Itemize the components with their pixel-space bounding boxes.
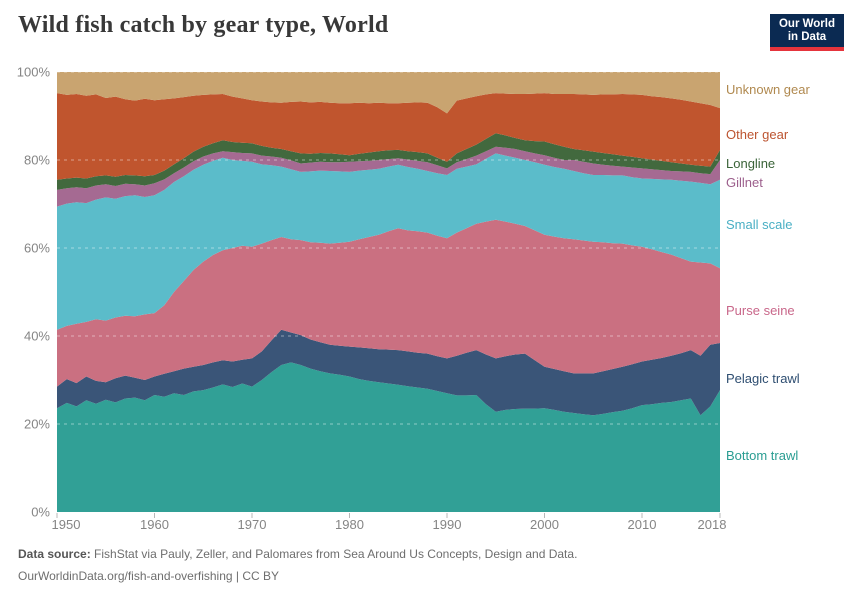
owid-logo-line2: in Data xyxy=(787,30,827,43)
y-axis-label-100: 100% xyxy=(17,65,51,80)
area-band-gillnet[interactable] xyxy=(57,146,720,207)
data-source-line: Data source: FishStat via Pauly, Zeller,… xyxy=(18,543,577,565)
y-axis-label-40: 40% xyxy=(24,329,50,344)
y-axis-label-20: 20% xyxy=(24,417,50,432)
legend-label-longline[interactable]: Longline xyxy=(726,156,776,171)
legend-label-other-gear[interactable]: Other gear xyxy=(726,127,789,142)
owid-logo[interactable]: Our World in Data xyxy=(770,14,844,51)
x-axis-label-1980: 1980 xyxy=(335,517,364,532)
chart-footer: Data source: FishStat via Pauly, Zeller,… xyxy=(18,543,577,587)
legend-label-purse-seine[interactable]: Purse seine xyxy=(726,303,795,318)
data-source-label: Data source: xyxy=(18,547,91,561)
chart-title: Wild fish catch by gear type, World xyxy=(18,12,389,38)
y-axis-label-60: 60% xyxy=(24,241,50,256)
data-source-text: FishStat via Pauly, Zeller, and Palomare… xyxy=(94,547,578,561)
area-band-other-gear[interactable] xyxy=(57,93,720,180)
area-band-bottom-trawl[interactable] xyxy=(57,362,720,512)
x-axis-label-1950: 1950 xyxy=(52,517,81,532)
area-band-pelagic-trawl[interactable] xyxy=(57,329,720,416)
x-axis-label-1990: 1990 xyxy=(433,517,462,532)
license-line: OurWorldinData.org/fish-and-overfishing … xyxy=(18,565,577,587)
x-axis-label-2000: 2000 xyxy=(530,517,559,532)
area-band-small-scale[interactable] xyxy=(57,153,720,330)
area-band-unknown-gear[interactable] xyxy=(57,72,720,114)
legend-label-pelagic-trawl[interactable]: Pelagic trawl xyxy=(726,371,800,386)
legend-label-small-scale[interactable]: Small scale xyxy=(726,217,793,232)
legend-label-bottom-trawl[interactable]: Bottom trawl xyxy=(726,448,799,463)
legend-label-gillnet[interactable]: Gillnet xyxy=(726,175,763,190)
area-band-longline[interactable] xyxy=(57,133,720,190)
legend-label-unknown-gear[interactable]: Unknown gear xyxy=(726,82,810,97)
y-axis-label-0: 0% xyxy=(31,505,50,520)
y-axis-label-80: 80% xyxy=(24,153,50,168)
x-axis-label-2018: 2018 xyxy=(698,517,727,532)
owid-link[interactable]: OurWorldinData.org/fish-and-overfishing … xyxy=(18,569,279,583)
x-axis-label-2010: 2010 xyxy=(628,517,657,532)
x-axis-label-1970: 1970 xyxy=(238,517,267,532)
area-band-purse-seine[interactable] xyxy=(57,219,720,387)
x-axis-label-1960: 1960 xyxy=(140,517,169,532)
owid-logo-line1: Our World xyxy=(778,17,835,30)
